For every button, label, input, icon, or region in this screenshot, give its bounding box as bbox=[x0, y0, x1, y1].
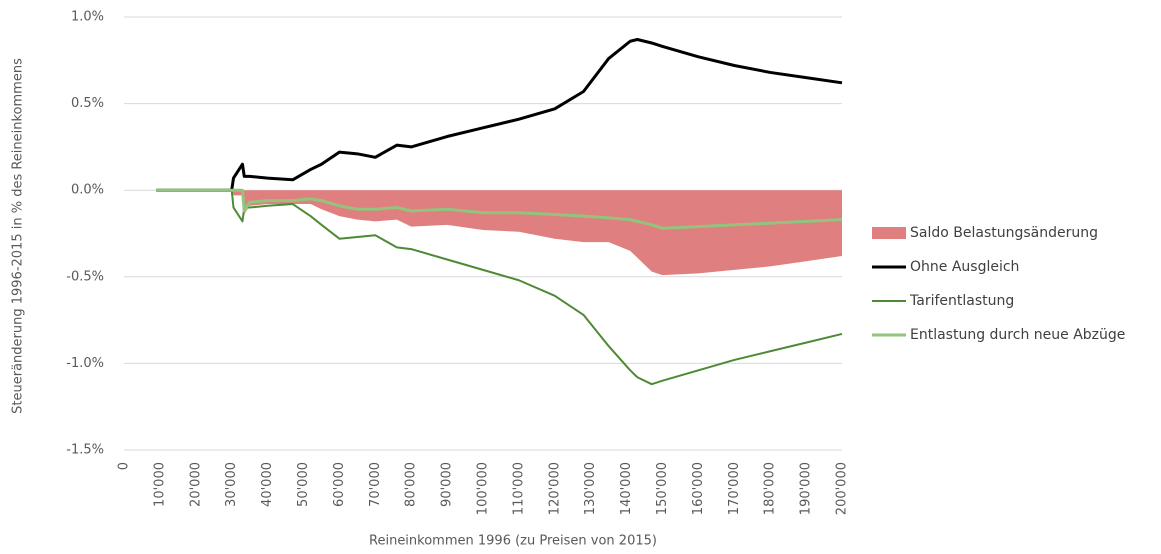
y-tick-label: -0.5% bbox=[66, 269, 104, 284]
legend-label: Ohne Ausgleich bbox=[910, 259, 1019, 275]
x-tick-label: 10'000 bbox=[152, 462, 167, 507]
x-axis-label: Reineinkommen 1996 (zu Preisen von 2015) bbox=[369, 534, 657, 549]
x-tick-label: 190'000 bbox=[799, 462, 814, 515]
x-tick-label: 130'000 bbox=[583, 462, 598, 515]
y-tick-label: 0.5% bbox=[71, 96, 104, 111]
legend-swatch bbox=[872, 227, 906, 239]
y-tick-label: -1.0% bbox=[66, 356, 104, 371]
legend: Saldo Belastungsänderung Ohne Ausgleich Ta… bbox=[872, 225, 1125, 343]
legend-label: Saldo Belastungsänderung bbox=[910, 225, 1098, 241]
x-tick-label: 20'000 bbox=[188, 462, 203, 507]
y-axis-label: Steueränderung 1996-2015 in % des Reinei… bbox=[11, 58, 26, 414]
x-tick-label: 70'000 bbox=[368, 462, 383, 507]
x-tick-label: 150'000 bbox=[655, 462, 670, 515]
legend-label: Tarifentlastung bbox=[909, 293, 1014, 309]
legend-label: Entlastung durch neue Abzüge bbox=[910, 327, 1125, 343]
x-tick-label: 160'000 bbox=[691, 462, 706, 515]
x-tick-label: 180'000 bbox=[763, 462, 778, 515]
x-tick-label: 110'000 bbox=[511, 462, 526, 515]
x-tick-label: 60'000 bbox=[332, 462, 347, 507]
x-tick-label: 30'000 bbox=[224, 462, 239, 507]
x-tick-label: 140'000 bbox=[619, 462, 634, 515]
x-tick-label: 120'000 bbox=[547, 462, 562, 515]
x-tick-label: 0 bbox=[117, 462, 132, 470]
y-tick-label: 0.0% bbox=[71, 183, 104, 198]
x-tick-label: 170'000 bbox=[727, 462, 742, 515]
x-tick-label: 40'000 bbox=[260, 462, 275, 507]
x-tick-label: 100'000 bbox=[476, 462, 491, 515]
line bbox=[156, 188, 843, 230]
x-tick-label: 80'000 bbox=[404, 462, 419, 507]
x-tick-label: 50'000 bbox=[296, 462, 311, 507]
y-tick-label: -1.5% bbox=[66, 443, 104, 458]
line bbox=[156, 38, 843, 192]
y-tick-label: 1.0% bbox=[71, 10, 104, 25]
x-tick-label: 90'000 bbox=[440, 462, 455, 507]
area bbox=[156, 190, 842, 276]
x-tick-label: 200'000 bbox=[835, 462, 850, 515]
line bbox=[156, 189, 843, 386]
